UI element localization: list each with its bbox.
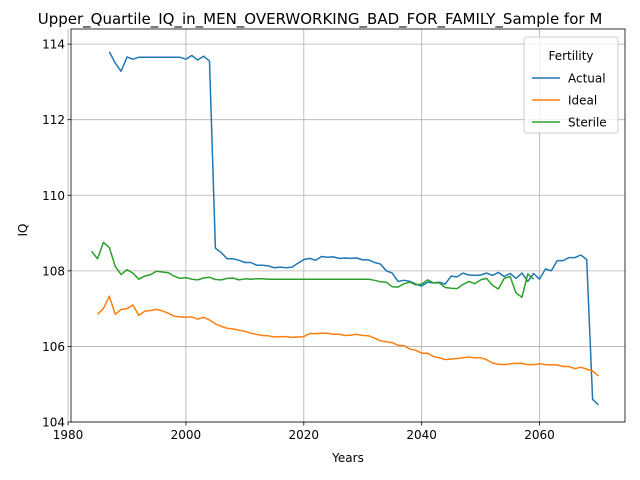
y-tick-label: 110 — [42, 189, 65, 203]
chart-title: Upper_Quartile_IQ_in_MEN_OVERWORKING_BAD… — [38, 10, 603, 29]
x-axis-label: Years — [331, 451, 364, 465]
series-line-ideal — [96, 295, 599, 377]
legend-label-sterile: Sterile — [568, 116, 607, 130]
y-tick-label: 106 — [42, 340, 65, 354]
y-tick-label: 112 — [42, 113, 65, 127]
legend: Fertility Actual Ideal Sterile — [523, 36, 619, 134]
legend-label-ideal: Ideal — [568, 94, 597, 108]
series-line-actual — [108, 51, 600, 406]
legend-label-actual: Actual — [568, 72, 606, 86]
legend-box — [523, 36, 619, 134]
x-tick-label: 2000 — [171, 428, 202, 442]
axis-ticks: 1980 2000 2020 2040 2060 104 106 108 110 112 114 — [42, 38, 555, 442]
y-tick-label: 108 — [42, 264, 65, 278]
series-lines — [91, 51, 600, 406]
y-tick-label: 114 — [42, 38, 65, 52]
x-tick-label: 2020 — [289, 428, 320, 442]
x-tick-label: 1980 — [53, 428, 84, 442]
legend-title: Fertility — [548, 49, 593, 63]
y-axis-label: IQ — [16, 224, 30, 237]
axes-frame — [70, 28, 626, 423]
series-line-sterile — [91, 241, 535, 299]
y-tick-label: 104 — [42, 416, 65, 430]
x-tick-label: 2040 — [406, 428, 437, 442]
x-tick-label: 2060 — [524, 428, 555, 442]
